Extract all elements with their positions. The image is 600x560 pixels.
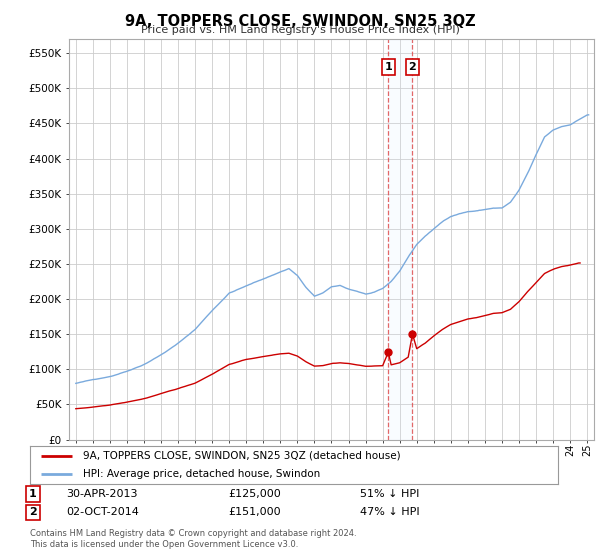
Text: Contains HM Land Registry data © Crown copyright and database right 2024.
This d: Contains HM Land Registry data © Crown c… — [30, 529, 356, 549]
Text: 2: 2 — [29, 507, 37, 517]
Text: 2: 2 — [409, 62, 416, 72]
Text: 47% ↓ HPI: 47% ↓ HPI — [360, 507, 419, 517]
Text: 9A, TOPPERS CLOSE, SWINDON, SN25 3QZ (detached house): 9A, TOPPERS CLOSE, SWINDON, SN25 3QZ (de… — [83, 451, 400, 461]
Text: HPI: Average price, detached house, Swindon: HPI: Average price, detached house, Swin… — [83, 469, 320, 479]
Text: 30-APR-2013: 30-APR-2013 — [66, 489, 137, 499]
Text: 02-OCT-2014: 02-OCT-2014 — [66, 507, 139, 517]
Text: £151,000: £151,000 — [228, 507, 281, 517]
Text: Price paid vs. HM Land Registry's House Price Index (HPI): Price paid vs. HM Land Registry's House … — [140, 25, 460, 35]
Text: 9A, TOPPERS CLOSE, SWINDON, SN25 3QZ: 9A, TOPPERS CLOSE, SWINDON, SN25 3QZ — [125, 14, 475, 29]
Text: 1: 1 — [385, 62, 392, 72]
Text: 1: 1 — [29, 489, 37, 499]
Bar — [388, 39, 412, 440]
Text: 51% ↓ HPI: 51% ↓ HPI — [360, 489, 419, 499]
Text: £125,000: £125,000 — [228, 489, 281, 499]
